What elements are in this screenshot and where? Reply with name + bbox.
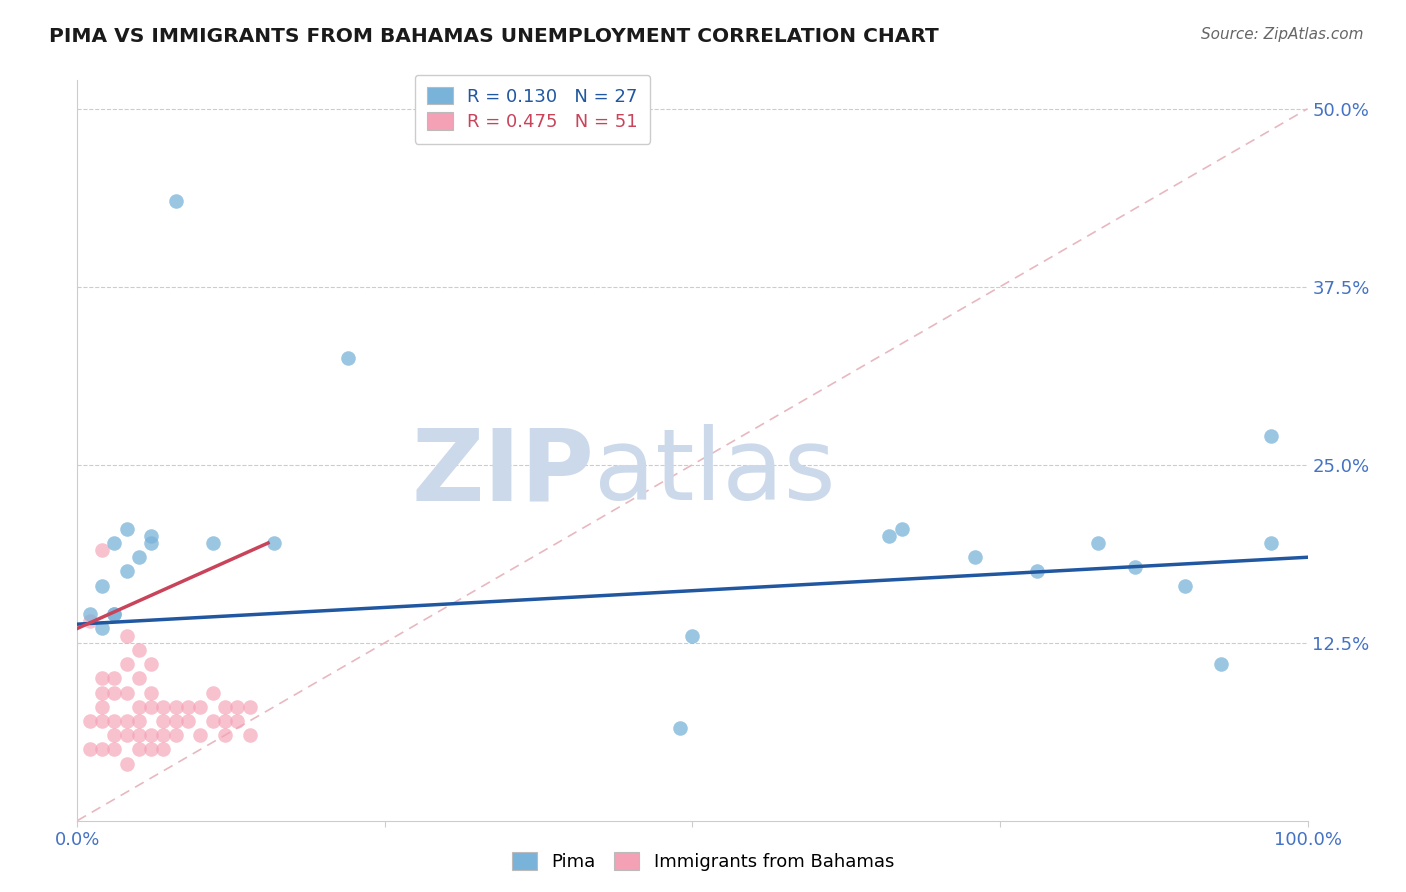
Point — [115, 565, 138, 579]
Point — [165, 194, 187, 209]
Point — [115, 728, 138, 742]
Point — [188, 728, 212, 742]
Point — [103, 607, 125, 622]
Point — [141, 728, 163, 742]
Point — [90, 742, 114, 756]
Point — [263, 536, 285, 550]
Point — [79, 742, 101, 756]
Point — [128, 642, 150, 657]
Point — [90, 685, 114, 699]
Point — [128, 550, 150, 565]
Text: atlas: atlas — [595, 425, 835, 521]
Point — [226, 699, 249, 714]
Point — [682, 628, 704, 642]
Point — [152, 699, 174, 714]
Point — [141, 685, 163, 699]
Point — [337, 351, 360, 365]
Point — [141, 529, 163, 543]
Point — [103, 685, 125, 699]
Point — [128, 699, 150, 714]
Legend: R = 0.130   N = 27, R = 0.475   N = 51: R = 0.130 N = 27, R = 0.475 N = 51 — [415, 75, 651, 144]
Point — [201, 536, 224, 550]
Point — [115, 685, 138, 699]
Point — [165, 714, 187, 728]
Legend: Pima, Immigrants from Bahamas: Pima, Immigrants from Bahamas — [505, 846, 901, 879]
Point — [226, 714, 249, 728]
Point — [115, 522, 138, 536]
Point — [90, 671, 114, 685]
Point — [239, 699, 262, 714]
Point — [103, 728, 125, 742]
Point — [152, 714, 174, 728]
Point — [79, 714, 101, 728]
Point — [1260, 429, 1282, 443]
Point — [79, 607, 101, 622]
Text: Source: ZipAtlas.com: Source: ZipAtlas.com — [1201, 27, 1364, 42]
Point — [177, 699, 200, 714]
Point — [1260, 536, 1282, 550]
Point — [103, 742, 125, 756]
Point — [165, 699, 187, 714]
Point — [152, 742, 174, 756]
Point — [103, 536, 125, 550]
Point — [165, 728, 187, 742]
Point — [141, 699, 163, 714]
Point — [152, 728, 174, 742]
Point — [103, 671, 125, 685]
Point — [201, 685, 224, 699]
Point — [128, 742, 150, 756]
Point — [115, 657, 138, 671]
Point — [141, 536, 163, 550]
Point — [239, 728, 262, 742]
Point — [103, 714, 125, 728]
Point — [79, 615, 101, 629]
Point — [890, 522, 912, 536]
Point — [128, 728, 150, 742]
Point — [1125, 560, 1147, 574]
Point — [214, 728, 236, 742]
Point — [90, 622, 114, 636]
Point — [1087, 536, 1109, 550]
Point — [141, 742, 163, 756]
Point — [115, 714, 138, 728]
Point — [115, 628, 138, 642]
Point — [1211, 657, 1233, 671]
Point — [965, 550, 987, 565]
Point — [214, 699, 236, 714]
Text: PIMA VS IMMIGRANTS FROM BAHAMAS UNEMPLOYMENT CORRELATION CHART: PIMA VS IMMIGRANTS FROM BAHAMAS UNEMPLOY… — [49, 27, 939, 45]
Point — [128, 671, 150, 685]
Point — [141, 657, 163, 671]
Point — [879, 529, 901, 543]
Point — [103, 607, 125, 622]
Point — [177, 714, 200, 728]
Point — [201, 714, 224, 728]
Point — [90, 699, 114, 714]
Point — [90, 579, 114, 593]
Point — [188, 699, 212, 714]
Point — [1026, 565, 1049, 579]
Point — [90, 714, 114, 728]
Text: ZIP: ZIP — [411, 425, 595, 521]
Point — [214, 714, 236, 728]
Point — [128, 714, 150, 728]
Point — [669, 721, 692, 735]
Point — [90, 543, 114, 558]
Point — [1174, 579, 1197, 593]
Point — [115, 756, 138, 771]
